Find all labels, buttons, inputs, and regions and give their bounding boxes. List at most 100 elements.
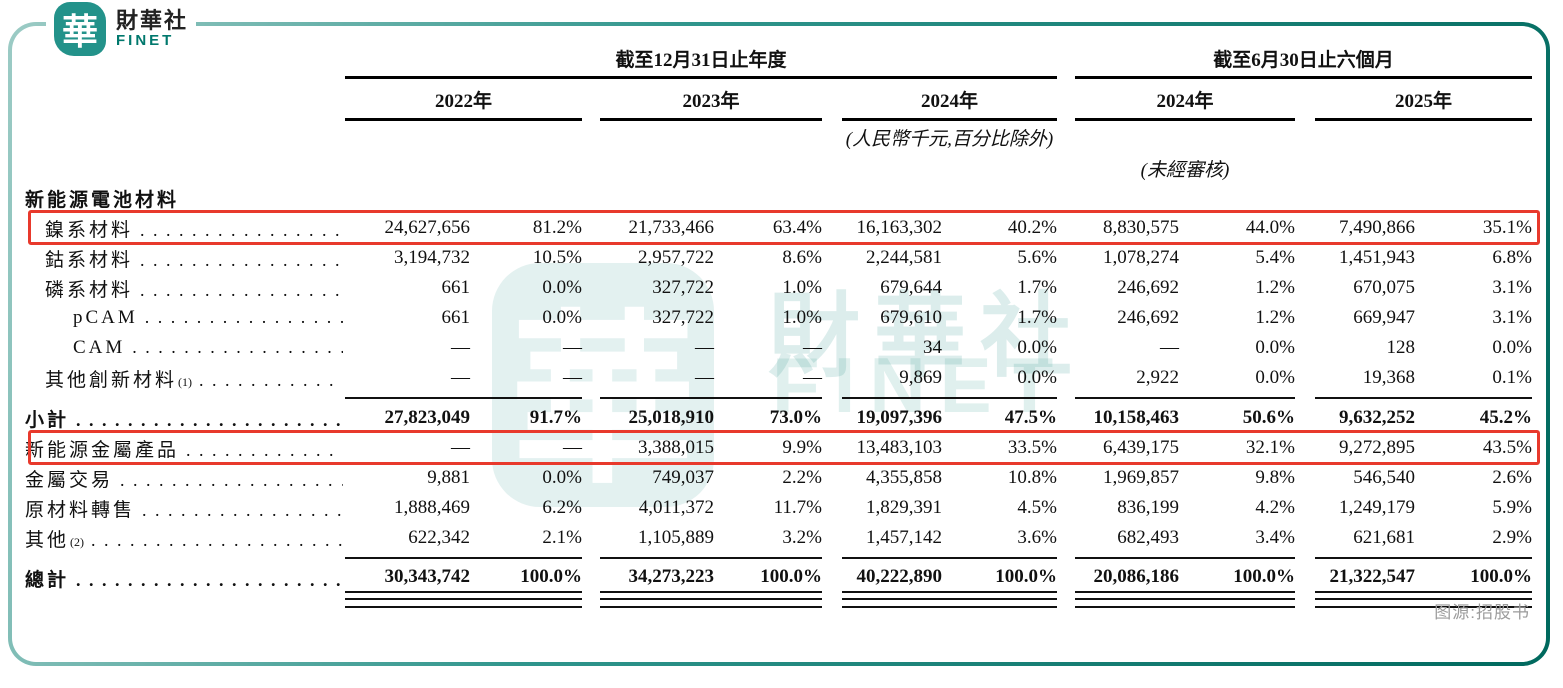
value-cell: 1,888,469: [394, 497, 470, 518]
value-cell: —: [695, 337, 714, 358]
value-cell: 21,322,547: [1315, 563, 1415, 593]
percent-cell: —: [563, 437, 582, 458]
table-group-header-row: 截至12月31日止年度 截至6月30日止六個月: [25, 45, 1532, 79]
value-cell: 1,829,391: [866, 497, 942, 518]
rule-line: [842, 397, 942, 403]
value-cell: 30,343,742: [345, 563, 470, 593]
rule-line: [600, 595, 714, 608]
page-frame: [8, 22, 1550, 666]
table-row: 其他創新材料(1) — — — — 9,869 0.0% 2,922 0.0% 19,368 0.1…: [25, 363, 1532, 393]
value-cell: 1,249,179: [1339, 497, 1415, 518]
percent-cell: —: [803, 367, 822, 388]
percent-cell: 2.6%: [1492, 467, 1532, 488]
percent-cell: 0.1%: [1492, 367, 1532, 388]
percent-cell: 1.2%: [1255, 307, 1295, 328]
rule-line: [1315, 557, 1415, 563]
percent-cell: 33.5%: [1007, 437, 1057, 458]
value-cell: 25,018,910: [628, 407, 715, 428]
source-note: 图源:招股书: [1434, 603, 1530, 622]
percent-cell: —: [563, 337, 582, 358]
percent-cell: 40.2%: [1007, 217, 1057, 238]
value-cell: 246,692: [1117, 277, 1179, 298]
table-row: 金屬交易 9,881 0.0% 749,037 2.2% 4,355,858 10.8% 1,…: [25, 463, 1532, 493]
value-cell: 621,681: [1353, 527, 1415, 548]
value-cell: 679,644: [880, 277, 942, 298]
row-label: 鎳系材料: [45, 219, 134, 241]
table-row: 新能源金屬產品 — — 3,388,015 9.9% 13,483,103 33.5% 6,4…: [25, 430, 1540, 465]
value-cell: 2,922: [1136, 367, 1179, 388]
table-rule-row: [25, 393, 1532, 403]
rule-line: [470, 397, 582, 403]
percent-cell: —: [563, 367, 582, 388]
percent-cell: 100.0%: [470, 563, 582, 593]
row-label: CAM: [73, 337, 126, 358]
row-label-cell: 新能源金屬產品: [25, 435, 345, 462]
percent-cell: 3.2%: [782, 527, 822, 548]
row-label-cell: 小計: [25, 405, 345, 432]
value-cell: 246,692: [1117, 307, 1179, 328]
leader-dots: [142, 500, 343, 522]
value-cell: 3,388,015: [638, 437, 714, 458]
value-cell: 1,969,857: [1103, 467, 1179, 488]
percent-cell: 3.1%: [1492, 277, 1532, 298]
row-label: 鈷系材料: [45, 249, 134, 271]
leader-dots: [186, 440, 343, 462]
rule-line: [1415, 557, 1532, 563]
revenue-table: 截至12月31日止年度 截至6月30日止六個月 2022年 2023年 2024…: [25, 45, 1540, 609]
percent-cell: 50.6%: [1242, 407, 1295, 428]
value-cell: 9,632,252: [1339, 407, 1415, 428]
value-cell: 19,097,396: [856, 407, 943, 428]
percent-cell: 10.5%: [532, 247, 582, 268]
table-row: CAM — — — — 34 0.0% — 0.0% 128 0.0%: [25, 333, 1532, 363]
rule-line: [1179, 397, 1295, 403]
finet-logo-glyph: 華: [61, 12, 98, 52]
rule-line: [714, 595, 822, 608]
value-cell: 327,722: [652, 277, 714, 298]
value-cell: 2,957,722: [638, 247, 714, 268]
year-header-2023: 2023年: [600, 86, 822, 121]
finet-logo-text: 財華社 FINET: [116, 9, 188, 49]
value-cell: 34,273,223: [600, 563, 714, 593]
value-cell: 682,493: [1117, 527, 1179, 548]
value-cell: 16,163,302: [856, 217, 943, 238]
value-cell: 34: [923, 337, 942, 358]
value-cell: 8,830,575: [1103, 217, 1179, 238]
row-label-cell: 其他 (2): [25, 525, 345, 552]
finet-logo-icon: 華: [54, 2, 106, 56]
value-cell: 1,457,142: [866, 527, 942, 548]
leader-dots: [76, 410, 343, 432]
percent-cell: 1.7%: [1017, 307, 1057, 328]
value-cell: 4,355,858: [866, 467, 942, 488]
rule-line: [1075, 595, 1179, 608]
value-cell: —: [451, 337, 470, 358]
value-cell: 1,078,274: [1103, 247, 1179, 268]
value-cell: 3,194,732: [394, 247, 470, 268]
value-cell: 679,610: [880, 307, 942, 328]
value-cell: 128: [1386, 337, 1416, 358]
percent-cell: 2.1%: [542, 527, 582, 548]
finet-logo-name-en: FINET: [116, 32, 175, 49]
percent-cell: 5.9%: [1492, 497, 1532, 518]
value-cell: 27,823,049: [384, 407, 471, 428]
leader-dots: [145, 307, 343, 329]
percent-cell: 0.0%: [1255, 337, 1295, 358]
row-label-cell: 總計: [25, 565, 345, 592]
percent-cell: 45.2%: [1479, 407, 1532, 428]
value-cell: 327,722: [652, 307, 714, 328]
row-label: 其他創新材料: [45, 369, 178, 391]
value-cell: 13,483,103: [856, 437, 943, 458]
value-cell: 1,105,889: [638, 527, 714, 548]
value-cell: —: [451, 437, 470, 458]
percent-cell: 3.1%: [1492, 307, 1532, 328]
leader-dots: [199, 370, 343, 392]
rule-line: [1075, 397, 1179, 403]
row-label: 其他: [25, 529, 70, 551]
value-cell: 546,540: [1353, 467, 1415, 488]
row-label: 小計: [25, 409, 70, 431]
value-cell: —: [695, 367, 714, 388]
rule-line: [1075, 557, 1179, 563]
row-label: 金屬交易: [25, 469, 114, 491]
percent-cell: 91.7%: [529, 407, 582, 428]
table-row: 鎳系材料 24,627,656 81.2% 21,733,466 63.4% 16,163…: [25, 210, 1540, 245]
